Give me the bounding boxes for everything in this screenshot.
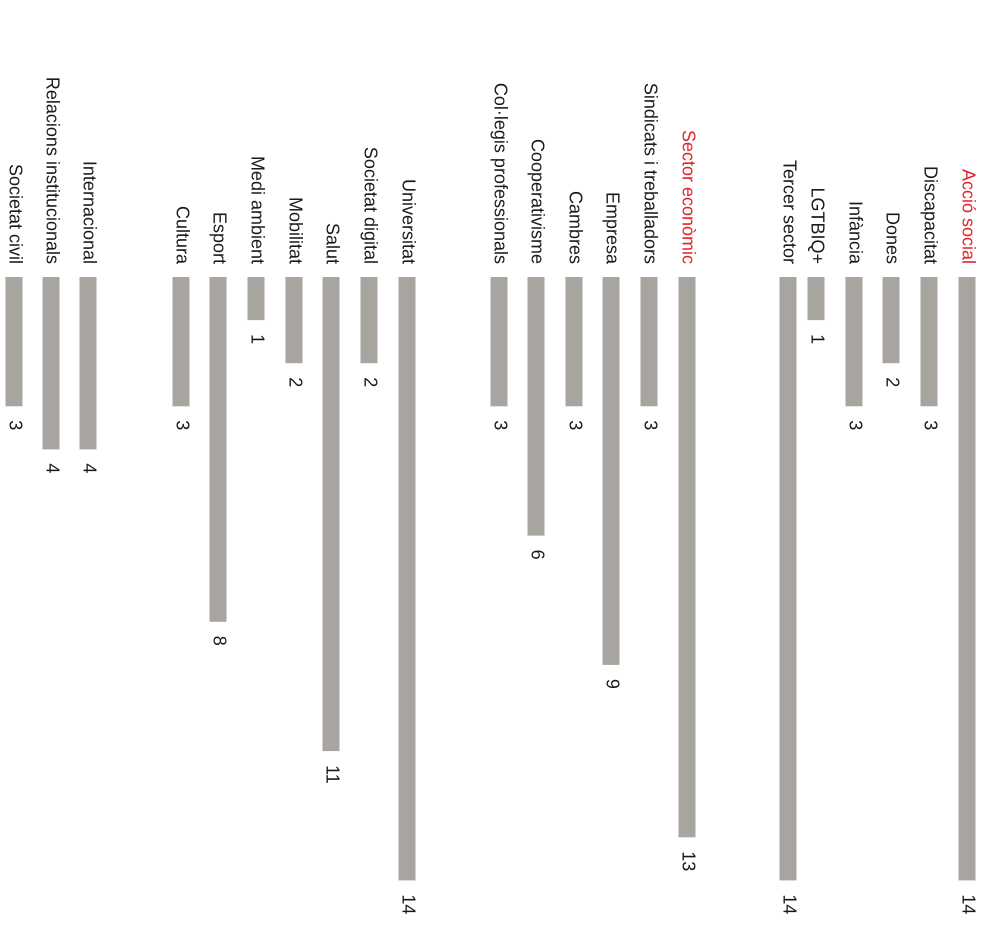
bar-sector-economic bbox=[678, 277, 696, 838]
category-label-dones: Dones bbox=[882, 212, 902, 264]
value-label-dones: 2 bbox=[882, 377, 902, 387]
category-label-medi-ambient: Medi ambient bbox=[247, 156, 267, 264]
bar-infancia bbox=[845, 277, 863, 407]
category-label-infancia: Infància bbox=[845, 201, 865, 265]
value-label-cultura: 3 bbox=[172, 420, 192, 430]
value-label-mobilitat: 2 bbox=[285, 377, 305, 387]
category-label-tercer-sector: Tercer sector bbox=[779, 160, 799, 264]
value-label-cooperativisme: 6 bbox=[527, 550, 547, 560]
category-label-mobilitat: Mobilitat bbox=[285, 197, 305, 264]
category-label-societat-digital: Societat digital bbox=[360, 147, 380, 264]
value-label-cambres: 3 bbox=[565, 420, 585, 430]
category-label-salut: Salut bbox=[322, 223, 342, 264]
category-label-cooperativisme: Cooperativisme bbox=[527, 139, 547, 264]
bar-internacional bbox=[79, 277, 97, 450]
bar-relacions-institucionals bbox=[42, 277, 60, 450]
value-label-salut: 11 bbox=[322, 765, 342, 784]
category-label-sindicats-i-treballadors: Sindicats i treballadors bbox=[640, 83, 660, 264]
category-label-col-legis-professionals: Col·legis professionals bbox=[490, 83, 510, 264]
bar-discapacitat bbox=[920, 277, 938, 407]
bar-lgtbiq bbox=[807, 277, 825, 321]
bar-cambres bbox=[565, 277, 583, 407]
category-label-lgtbiq: LGTBIQ+ bbox=[807, 187, 827, 264]
category-label-discapacitat: Discapacitat bbox=[920, 166, 940, 264]
value-label-infancia: 3 bbox=[845, 420, 865, 430]
bar-universitat bbox=[398, 277, 416, 881]
bar-sindicats-i-treballadors bbox=[640, 277, 658, 407]
value-label-lgtbiq: 1 bbox=[807, 334, 827, 344]
category-label-societat-civil: Societat civil bbox=[5, 164, 25, 264]
value-label-tercer-sector: 14 bbox=[779, 894, 799, 914]
bar-col-legis-professionals bbox=[490, 277, 508, 407]
value-label-empresa: 9 bbox=[602, 679, 622, 689]
value-label-col-legis-professionals: 3 bbox=[490, 420, 510, 430]
value-label-relacions-institucionals: 4 bbox=[42, 463, 62, 473]
value-label-accio-social: 14 bbox=[958, 894, 978, 914]
category-label-esport: Esport bbox=[209, 212, 229, 264]
bar-cooperativisme bbox=[527, 277, 545, 536]
value-label-societat-civil: 3 bbox=[5, 420, 25, 430]
category-label-internacional: Internacional bbox=[79, 161, 99, 264]
bar-salut bbox=[322, 277, 340, 752]
bar-esport bbox=[209, 277, 227, 622]
bar-empresa bbox=[602, 277, 620, 665]
category-label-empresa: Empresa bbox=[602, 192, 622, 265]
value-label-esport: 8 bbox=[209, 636, 229, 646]
category-label-universitat: Universitat bbox=[398, 179, 418, 264]
bar-dones bbox=[882, 277, 900, 364]
value-label-discapacitat: 3 bbox=[920, 420, 940, 430]
bar-societat-digital bbox=[360, 277, 378, 364]
group-header-accio-social: Acció social bbox=[958, 169, 978, 264]
value-label-societat-digital: 2 bbox=[360, 377, 380, 387]
group-header-sector-economic: Sector econòmic bbox=[678, 130, 698, 264]
bar-mobilitat bbox=[285, 277, 303, 364]
bar-tercer-sector bbox=[779, 277, 797, 881]
category-label-relacions-institucionals: Relacions institucionals bbox=[42, 77, 62, 264]
bar-medi-ambient bbox=[247, 277, 265, 321]
bar-accio-social bbox=[958, 277, 976, 881]
bar-cultura bbox=[172, 277, 190, 407]
value-label-medi-ambient: 1 bbox=[247, 334, 267, 344]
value-label-sector-economic: 13 bbox=[678, 851, 698, 871]
category-label-cambres: Cambres bbox=[565, 191, 585, 264]
category-label-cultura: Cultura bbox=[172, 206, 192, 265]
bar-societat-civil bbox=[5, 277, 23, 407]
value-label-internacional: 4 bbox=[79, 463, 99, 473]
value-label-sindicats-i-treballadors: 3 bbox=[640, 420, 660, 430]
value-label-universitat: 14 bbox=[398, 894, 418, 914]
